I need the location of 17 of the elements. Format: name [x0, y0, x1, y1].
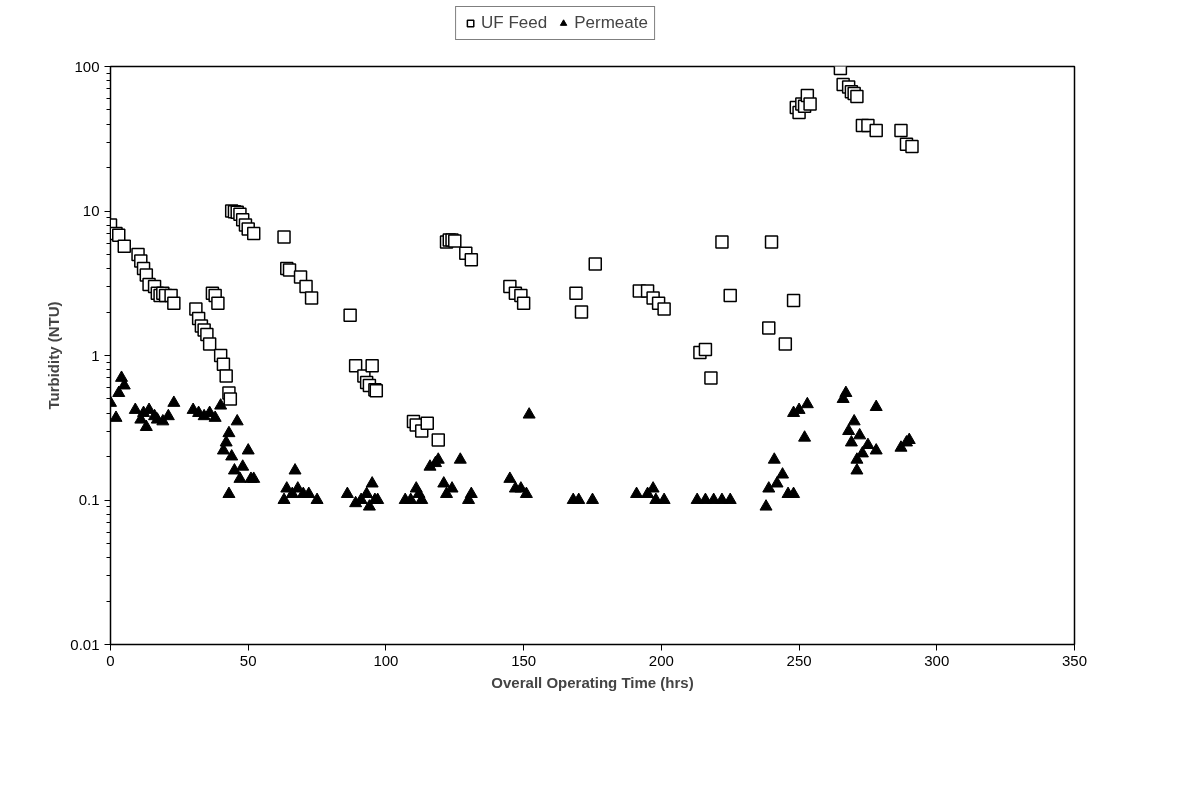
x-tick-label: 150 — [511, 651, 537, 669]
legend-label: UF Feed — [481, 13, 548, 33]
x-tick-label: 350 — [1061, 651, 1088, 669]
x-tick-label: 200 — [648, 651, 674, 669]
y-tick-label: 0.1 — [78, 491, 100, 508]
x-tick-label: 250 — [786, 651, 812, 669]
x-tick-label: 0 — [106, 651, 115, 669]
y-tick-label: 1 — [91, 346, 100, 364]
legend-label: Permeate — [574, 13, 648, 33]
y-axis-title: Turbidity (NTU) — [45, 301, 63, 410]
x-tick-label: 50 — [239, 651, 257, 669]
x-axis-title: Overall Operating Time (hrs) — [491, 673, 694, 691]
x-tick-label: 300 — [924, 651, 950, 669]
x-tick-label: 100 — [373, 651, 399, 669]
y-tick-label: 0.01 — [70, 635, 100, 653]
y-tick-label: 10 — [82, 202, 100, 219]
y-tick-label: 100 — [74, 57, 100, 75]
